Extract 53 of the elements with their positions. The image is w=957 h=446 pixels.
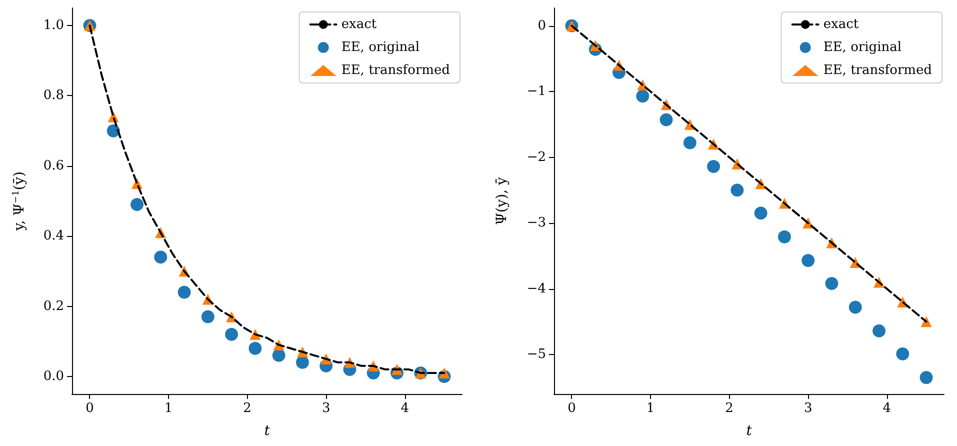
x-tick-label: 1 (164, 401, 173, 416)
legend-label: EE, transformed (823, 63, 932, 78)
point (130, 198, 144, 212)
x-tick-label: 4 (400, 401, 410, 416)
y-axis-title: Ψ(y), ȳ (494, 176, 510, 225)
x-tick-label: 4 (882, 401, 892, 416)
point (154, 250, 168, 264)
point (248, 342, 262, 355)
x-axis-title: t (746, 423, 752, 439)
x-tick-label: 2 (243, 401, 252, 416)
point (872, 324, 886, 338)
legend-label: EE, transformed (341, 63, 450, 78)
legend-label: EE, original (341, 40, 420, 55)
y-tick-label: 0.0 (43, 368, 64, 384)
legend-label: exact (341, 17, 378, 32)
point (707, 160, 720, 173)
point (225, 328, 238, 341)
point (636, 90, 650, 103)
y-tick-label: −3 (526, 216, 546, 231)
x-tick-label: 0 (568, 401, 576, 416)
point (848, 300, 862, 314)
point (201, 310, 214, 324)
y-tick-label: −5 (526, 347, 546, 362)
point (896, 347, 910, 360)
point (754, 206, 768, 220)
y-tick-label: 0.8 (43, 88, 64, 104)
x-axis-title: t (264, 423, 270, 439)
y-tick-label: 1.0 (43, 18, 64, 34)
point (825, 277, 838, 290)
x-tick-label: 3 (804, 401, 812, 416)
x-tick-label: 2 (725, 401, 734, 416)
point (178, 286, 191, 299)
y-axis-title: y, Ψ−1(ȳ) (12, 171, 28, 232)
y-tick-label: 0.6 (43, 158, 64, 174)
y-tick-label: −2 (526, 150, 546, 165)
y-tick-label: 0.4 (43, 228, 64, 244)
point (683, 136, 696, 150)
legend-label: EE, original (823, 40, 902, 55)
point (920, 371, 933, 384)
y-tick-label: 0 (538, 18, 546, 34)
legend-label: exact (823, 17, 860, 32)
point (802, 254, 815, 268)
point (660, 113, 673, 126)
point (296, 356, 309, 369)
point (272, 348, 286, 362)
point (730, 184, 744, 197)
y-tick-label: 0.2 (43, 298, 64, 314)
x-tick-label: 0 (86, 401, 94, 416)
x-tick-label: 3 (322, 401, 330, 416)
y-tick-label: −4 (526, 281, 546, 296)
x-tick-label: 1 (646, 401, 655, 416)
point (778, 230, 791, 244)
y-tick-label: −1 (526, 84, 546, 100)
